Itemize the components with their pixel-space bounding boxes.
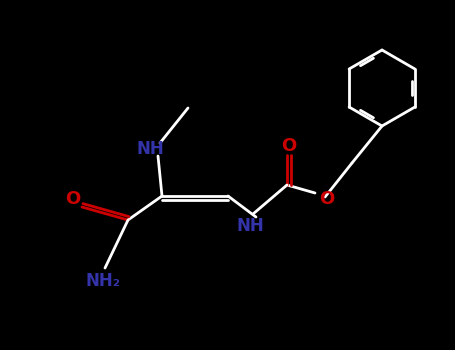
Text: O: O <box>281 137 297 155</box>
Text: O: O <box>66 190 81 208</box>
Text: NH₂: NH₂ <box>86 272 121 290</box>
Text: NH: NH <box>136 140 164 158</box>
Text: NH: NH <box>236 217 264 235</box>
Text: O: O <box>319 190 334 208</box>
